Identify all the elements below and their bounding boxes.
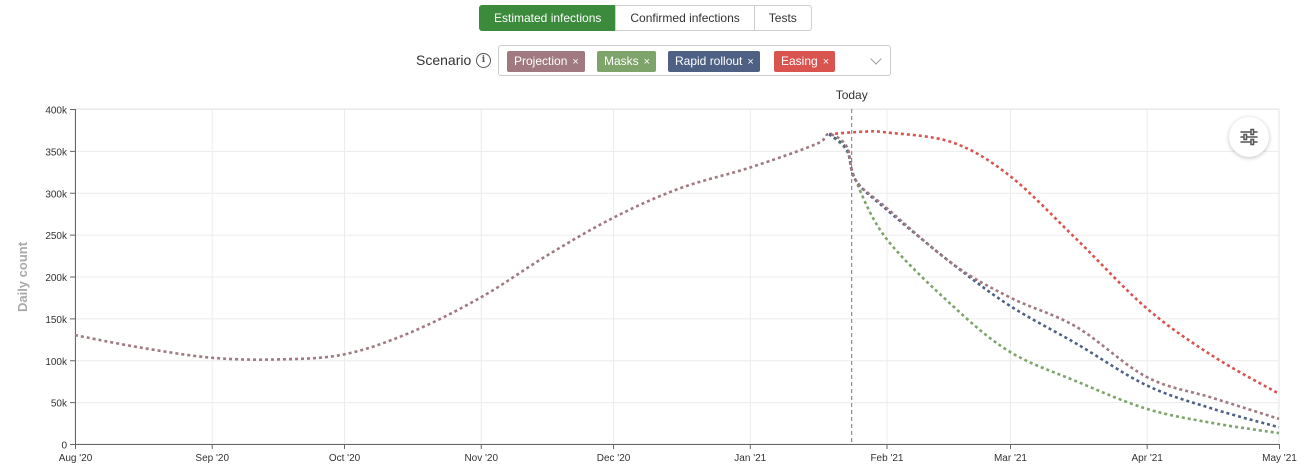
series-line-rapid-rollout	[828, 133, 1280, 429]
scenario-chip-rapid-rollout[interactable]: Rapid rollout ×	[668, 51, 760, 72]
scenario-chip-projection[interactable]: Projection ×	[507, 51, 585, 72]
y-tick-label: 400k	[45, 106, 68, 117]
sliders-icon	[1240, 128, 1258, 146]
chart-grid	[74, 108, 1280, 445]
chart-series	[74, 129, 1280, 435]
y-tick-label: 300k	[45, 189, 68, 200]
x-tick-label: Nov '20	[464, 453, 498, 464]
chart-axes: 0 50k 100k 150k 200k 250k 300k 350k 400k Aug '20 S…	[45, 106, 1297, 465]
series-line-masks	[828, 133, 1280, 435]
remove-chip-icon[interactable]: ×	[572, 56, 579, 68]
scenario-chip-masks[interactable]: Masks ×	[597, 51, 657, 72]
chip-label: Projection	[514, 54, 568, 68]
y-axis-label: Daily count	[15, 241, 30, 312]
remove-chip-icon[interactable]: ×	[822, 56, 830, 68]
y-tick-label: 100k	[45, 357, 68, 368]
x-tick-label: Mar '21	[994, 453, 1027, 464]
info-icon[interactable]: i	[476, 53, 491, 68]
x-tick-label: Oct '20	[329, 453, 361, 464]
chip-label: Masks	[604, 54, 639, 68]
series-line-easing	[829, 129, 1280, 395]
tab-group: Estimated infections Confirmed infection…	[479, 5, 812, 31]
x-tick-label: Dec '20	[597, 453, 631, 464]
x-tick-label: Aug '20	[59, 453, 93, 464]
scenario-select[interactable]: Projection × Masks × Rapid rollout × Easing…	[498, 45, 891, 76]
y-tick-label: 200k	[45, 273, 68, 284]
remove-chip-icon[interactable]: ×	[747, 56, 754, 68]
x-tick-label: Sep '20	[195, 453, 229, 464]
chart-settings-button[interactable]	[1229, 117, 1269, 157]
x-tick-label: Jan '21	[734, 453, 766, 464]
y-tick-label: 350k	[45, 147, 68, 158]
chip-label: Rapid rollout	[675, 54, 743, 68]
x-tick-label: Feb '21	[870, 453, 903, 464]
x-tick-label: Apr '21	[1132, 453, 1164, 464]
y-tick-label: 250k	[45, 231, 68, 242]
scenario-chip-easing[interactable]: Easing ×	[774, 51, 836, 72]
series-line-projection	[74, 132, 1280, 421]
remove-chip-icon[interactable]: ×	[643, 56, 651, 68]
y-tick-label: 150k	[45, 315, 68, 326]
tab-estimated-infections[interactable]: Estimated infections	[479, 5, 617, 31]
tab-confirmed-infections[interactable]: Confirmed infections	[615, 5, 755, 31]
y-tick-label: 50k	[51, 399, 68, 410]
chip-label: Easing	[781, 54, 818, 68]
x-tick-label: May '21	[1262, 453, 1297, 464]
tab-tests[interactable]: Tests	[753, 5, 812, 31]
y-tick-label: 0	[61, 441, 67, 452]
scenario-label: Scenario	[416, 52, 472, 68]
today-label: Today	[836, 88, 868, 102]
